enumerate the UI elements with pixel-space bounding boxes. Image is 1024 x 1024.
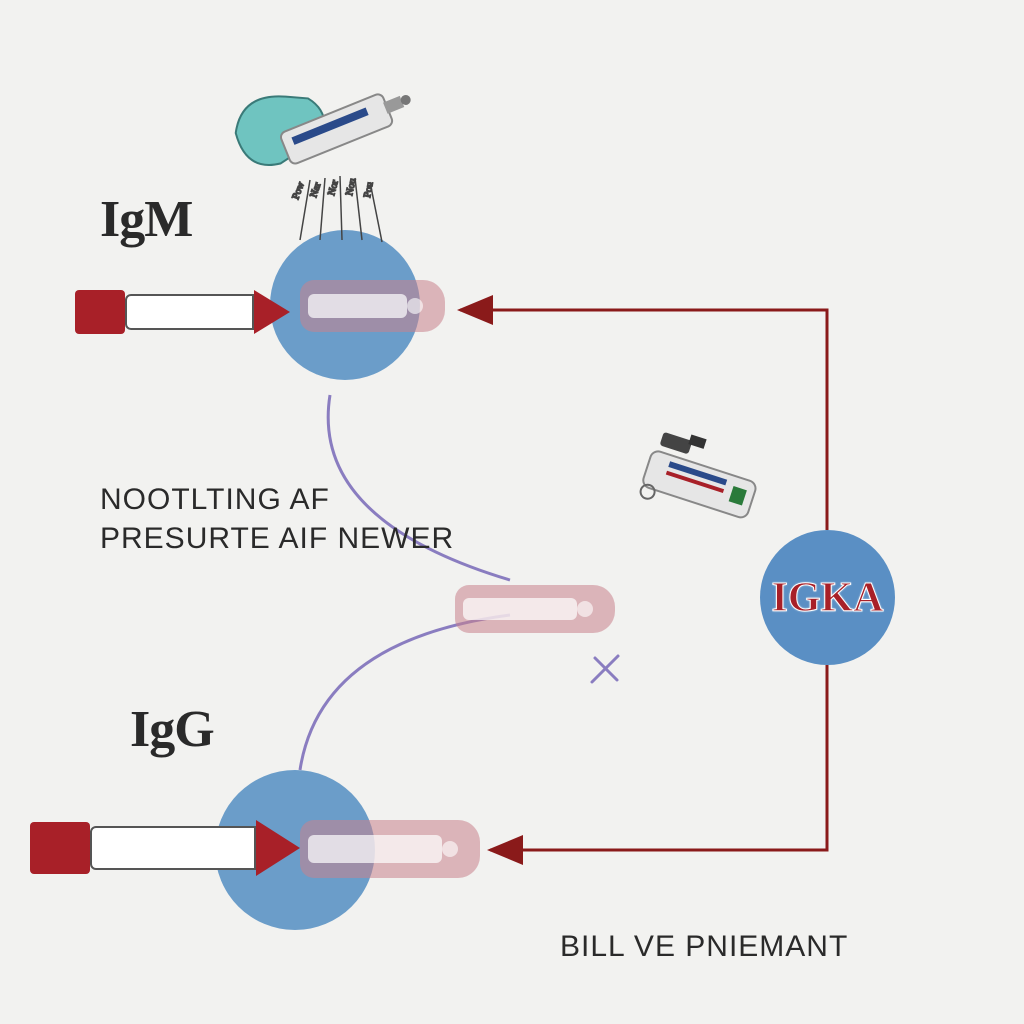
device-igm: [300, 280, 445, 332]
igka-label: IGKA: [771, 574, 883, 622]
tube-igg-body: [90, 826, 256, 870]
device-mid: [455, 585, 615, 633]
pipette-icon: [227, 47, 417, 181]
svg-text:Nor: Nor: [326, 178, 341, 197]
tube-igg-cap: [30, 822, 90, 874]
edge-igka-to-igg: [490, 665, 827, 850]
svg-text:Nar: Nar: [308, 181, 323, 199]
svg-text:Pow: Pow: [290, 180, 307, 201]
tube-igg-tip: [256, 820, 300, 876]
igm-heading: IgM: [100, 190, 192, 249]
antibody-diagram: IGKA: [0, 0, 1024, 1024]
device-igg-window: [308, 835, 442, 863]
device-mid-window: [463, 598, 577, 620]
middle-caption-line2: PRESURTE AIF NEWER: [100, 522, 454, 555]
igka-node: IGKA: [760, 530, 895, 665]
device-igg: [300, 820, 480, 878]
tube-igm-tip: [254, 290, 290, 334]
svg-text:Nou: Nou: [344, 177, 358, 196]
device-igm-window: [308, 294, 407, 318]
tube-igm-cap: [75, 290, 125, 334]
middle-caption: NOOTLTING AF PRESURTE AIF NEWER: [100, 480, 454, 558]
middle-caption-line1: NOOTLTING AF: [100, 483, 330, 516]
edge-igka-to-igm: [460, 310, 827, 530]
edge-igg-curve: [300, 615, 510, 770]
tube-igm: [75, 290, 290, 334]
tube-igg: [30, 820, 300, 876]
bottom-caption: BILL VE PNIEMANT: [560, 930, 848, 964]
igg-heading: IgG: [130, 700, 214, 759]
cross-icon: [592, 656, 618, 682]
svg-text:Pou: Pou: [362, 181, 376, 198]
tube-igm-body: [125, 294, 254, 330]
spray-bottle-icon: [638, 425, 766, 530]
